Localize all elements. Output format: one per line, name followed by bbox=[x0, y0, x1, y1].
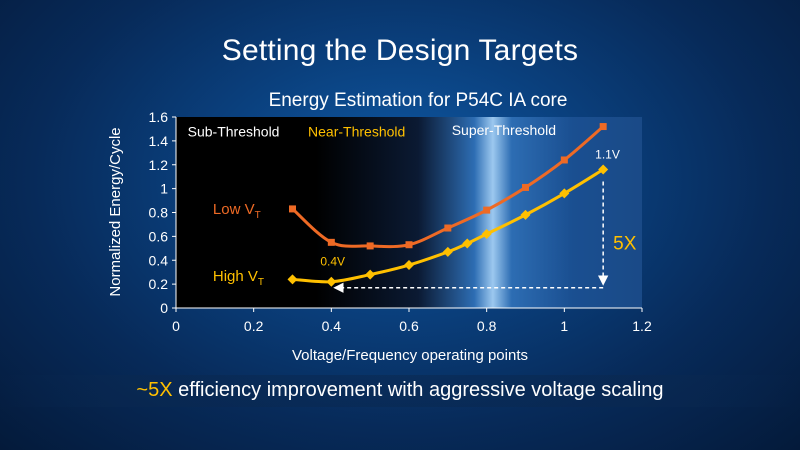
y-tick-label: 0 bbox=[160, 300, 168, 316]
data-point bbox=[481, 228, 492, 239]
y-tick-label: 0.2 bbox=[149, 276, 169, 292]
data-point bbox=[365, 269, 376, 280]
data-point bbox=[289, 205, 296, 213]
data-point bbox=[598, 164, 609, 175]
footer-body: efficiency improvement with aggressive v… bbox=[172, 379, 664, 401]
data-point bbox=[599, 123, 607, 131]
region-label: Near-Threshold bbox=[308, 123, 405, 139]
data-point bbox=[483, 206, 491, 214]
data-point bbox=[327, 238, 335, 246]
x-axis-label: Voltage/Frequency operating points bbox=[292, 347, 528, 364]
data-point bbox=[442, 246, 453, 257]
series-layer: Low VT High VT bbox=[213, 123, 609, 288]
x-tick-label: 1.2 bbox=[632, 318, 652, 334]
data-point bbox=[444, 224, 452, 232]
ratio-label: 5X bbox=[613, 233, 637, 254]
chart-axes: 0 0.2 0.4 0.6 0.8 1 1.2 0 0.2 0.4 0.6 0.8 1 1.2 1.4 1.6 bbox=[149, 109, 652, 334]
region-label: Sub-Threshold bbox=[188, 123, 280, 139]
y-tick-label: 0.8 bbox=[149, 205, 169, 221]
data-point bbox=[405, 241, 413, 249]
footer-band bbox=[0, 375, 800, 407]
footer-text: ~5X efficiency improvement with aggressi… bbox=[0, 379, 800, 402]
data-point bbox=[287, 274, 298, 285]
min-point-label: 0.4V bbox=[320, 255, 345, 269]
x-tick-label: 1 bbox=[560, 318, 568, 334]
y-tick-label: 1.2 bbox=[149, 157, 169, 173]
x-tick-label: 0.6 bbox=[399, 318, 419, 334]
footer-highlight: ~5X bbox=[136, 379, 173, 401]
data-point bbox=[404, 260, 414, 271]
data-point bbox=[559, 188, 570, 199]
data-point bbox=[366, 242, 374, 250]
series-line-high-vt bbox=[292, 168, 604, 284]
y-tick-label: 1 bbox=[160, 181, 168, 197]
y-tick-label: 0.4 bbox=[149, 252, 169, 268]
data-point bbox=[462, 238, 473, 249]
data-point bbox=[522, 183, 529, 191]
annotation-layer: 0.4V 1.1V 5X bbox=[320, 148, 637, 293]
series-label: Low VT bbox=[213, 201, 261, 221]
chart-title: Energy Estimation for P54C IA core bbox=[269, 90, 568, 111]
y-tick-label: 1.6 bbox=[149, 109, 169, 125]
y-tick-label: 1.4 bbox=[149, 133, 169, 149]
series-label: High VT bbox=[213, 268, 264, 288]
region-labels: Sub-Threshold Near-Threshold Super-Thresho… bbox=[188, 122, 556, 139]
max-point-label: 1.1V bbox=[595, 148, 620, 162]
x-tick-label: 0.2 bbox=[244, 318, 264, 334]
x-tick-label: 0.4 bbox=[322, 318, 342, 334]
data-point bbox=[520, 209, 531, 220]
x-tick-label: 0 bbox=[172, 318, 180, 334]
region-label: Super-Threshold bbox=[452, 122, 556, 138]
y-axis-label: Normalized Energy/Cycle bbox=[107, 127, 124, 296]
slide-title: Setting the Design Targets bbox=[221, 34, 579, 67]
x-tick-label: 0.8 bbox=[477, 318, 497, 334]
data-point bbox=[560, 156, 568, 164]
plot-area bbox=[176, 117, 642, 308]
y-tick-label: 0.6 bbox=[149, 228, 169, 244]
